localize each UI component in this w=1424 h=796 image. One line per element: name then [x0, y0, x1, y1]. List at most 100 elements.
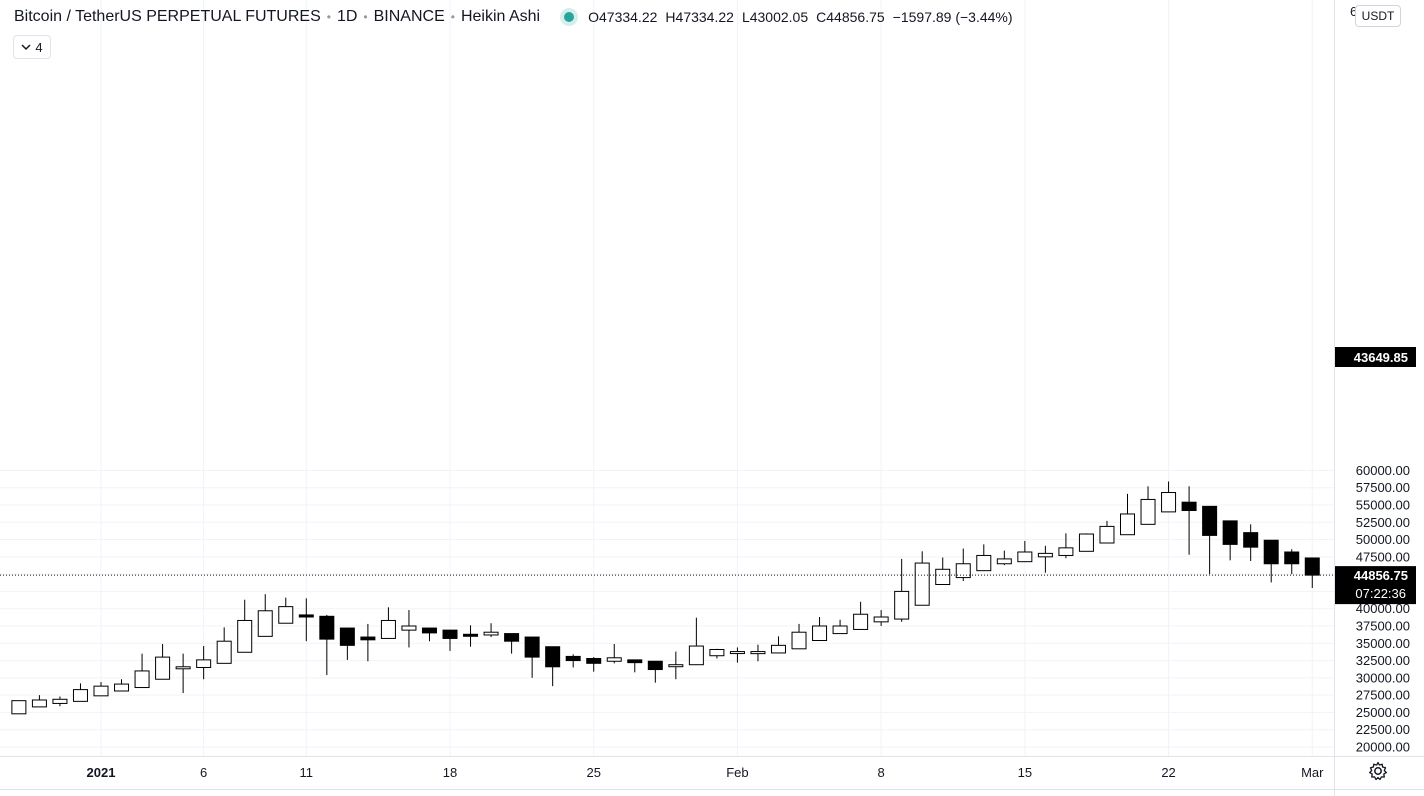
exchange-label: BINANCE: [373, 8, 445, 25]
candle-down: [647, 660, 663, 671]
indicators-count: 4: [35, 39, 43, 55]
candle-down: [360, 636, 376, 641]
change-value: −1597.89 (−3.44%): [892, 9, 1013, 25]
market-status-icon[interactable]: [564, 12, 575, 22]
symbol-title[interactable]: Bitcoin / TetherUS PERPETUAL FUTURES: [14, 8, 321, 25]
y-tick-label: 57500.00: [1356, 480, 1410, 495]
candle-up: [52, 698, 68, 704]
interval-label[interactable]: 1D: [336, 8, 358, 25]
candle-down: [1181, 501, 1197, 512]
candle-down: [1284, 551, 1300, 565]
open-value: 47334.22: [599, 9, 658, 25]
candle-up: [1058, 547, 1074, 556]
candle-down: [1304, 557, 1320, 576]
candle-up: [976, 554, 992, 572]
x-tick-label: 6: [200, 765, 207, 780]
candle-up: [688, 645, 704, 666]
candle-up: [483, 631, 499, 636]
candle-up: [729, 651, 745, 655]
candle-up: [1017, 551, 1033, 563]
candle-down: [586, 657, 602, 664]
last-price-label: 44856.75: [1354, 568, 1408, 583]
x-tick-label: Mar: [1301, 765, 1324, 780]
x-tick-label: 22: [1161, 765, 1175, 780]
x-tick-label: 18: [443, 765, 457, 780]
candle-up: [1120, 513, 1135, 536]
candle-up: [196, 659, 212, 668]
high-value: 47334.22: [675, 9, 734, 25]
separator-dot: •: [363, 10, 368, 24]
candle-up: [791, 631, 807, 650]
low-price-label: 43649.85: [1354, 350, 1408, 365]
y-tick-label: 25000.00: [1356, 705, 1410, 720]
close-key: C: [816, 9, 827, 25]
y-tick-label: 52500.00: [1356, 515, 1410, 530]
open-key: O: [588, 9, 599, 25]
chevron-down-icon: [21, 44, 31, 51]
candle-up: [935, 568, 951, 585]
candle-down: [524, 636, 540, 658]
y-tick-label: 20000.00: [1356, 740, 1410, 755]
last-price-box: [1335, 566, 1416, 605]
candle-up: [175, 666, 191, 670]
candle-up: [894, 590, 910, 620]
candle-up: [1161, 492, 1177, 513]
candle-down: [1222, 520, 1238, 545]
currency-button[interactable]: USDT: [1355, 5, 1401, 27]
x-tick-label: 11: [300, 765, 314, 780]
indicators-collapse-button[interactable]: 4: [13, 35, 51, 59]
candle-up: [996, 558, 1012, 565]
candle-down: [1243, 532, 1259, 548]
low-price-box: [1335, 347, 1416, 367]
candles-group: [11, 481, 1320, 715]
low-value: 43002.05: [749, 9, 809, 25]
gear-icon[interactable]: [1368, 761, 1388, 781]
candle-down: [1202, 505, 1218, 536]
candle-down: [319, 615, 335, 640]
y-tick-label: 50000.00: [1356, 532, 1410, 547]
separator-dot: •: [326, 10, 331, 24]
chart-style-label: Heikin Ashi: [460, 8, 541, 25]
candle-up: [1099, 525, 1115, 544]
candle-up: [216, 640, 232, 664]
candle-up: [380, 619, 396, 639]
y-tick-label: 32500.00: [1356, 653, 1410, 668]
candle-up: [72, 689, 88, 702]
candle-up: [709, 648, 725, 657]
x-tick-label: 2021: [87, 765, 116, 780]
candle-up: [401, 625, 417, 631]
candle-up: [668, 664, 684, 668]
candle-down: [463, 633, 479, 637]
candle-up: [257, 610, 273, 637]
candle-up: [955, 563, 971, 579]
y-tick-label: 47500.00: [1356, 549, 1410, 564]
high-key: H: [665, 9, 676, 25]
candle-up: [278, 606, 294, 624]
candle-up: [873, 616, 889, 623]
candle-up: [853, 613, 869, 630]
countdown-label: 07:22:36: [1355, 586, 1406, 601]
y-tick-label: 22500.00: [1356, 722, 1410, 737]
candle-down: [545, 646, 561, 668]
separator-dot: •: [450, 10, 455, 24]
candle-up: [750, 651, 766, 655]
y-tick-label: 40000.00: [1356, 601, 1410, 616]
x-tick-label: 25: [586, 765, 600, 780]
candle-up: [812, 625, 828, 642]
candle-down: [504, 633, 520, 642]
y-tick-label: 37500.00: [1356, 618, 1410, 633]
candle-up: [1140, 498, 1156, 525]
y-tick-label: 27500.00: [1356, 688, 1410, 703]
y-tick-label: 6: [1350, 4, 1357, 19]
candle-up: [1078, 533, 1094, 552]
candle-down: [442, 629, 458, 639]
candle-up: [11, 700, 27, 715]
y-tick-label: 55000.00: [1356, 497, 1410, 512]
y-tick-label: 30000.00: [1356, 670, 1410, 685]
candle-up: [1037, 552, 1053, 558]
candle-up: [114, 683, 130, 692]
candle-up: [155, 656, 171, 680]
x-tick-label: 15: [1018, 765, 1032, 780]
x-tick-label: 8: [878, 765, 885, 780]
